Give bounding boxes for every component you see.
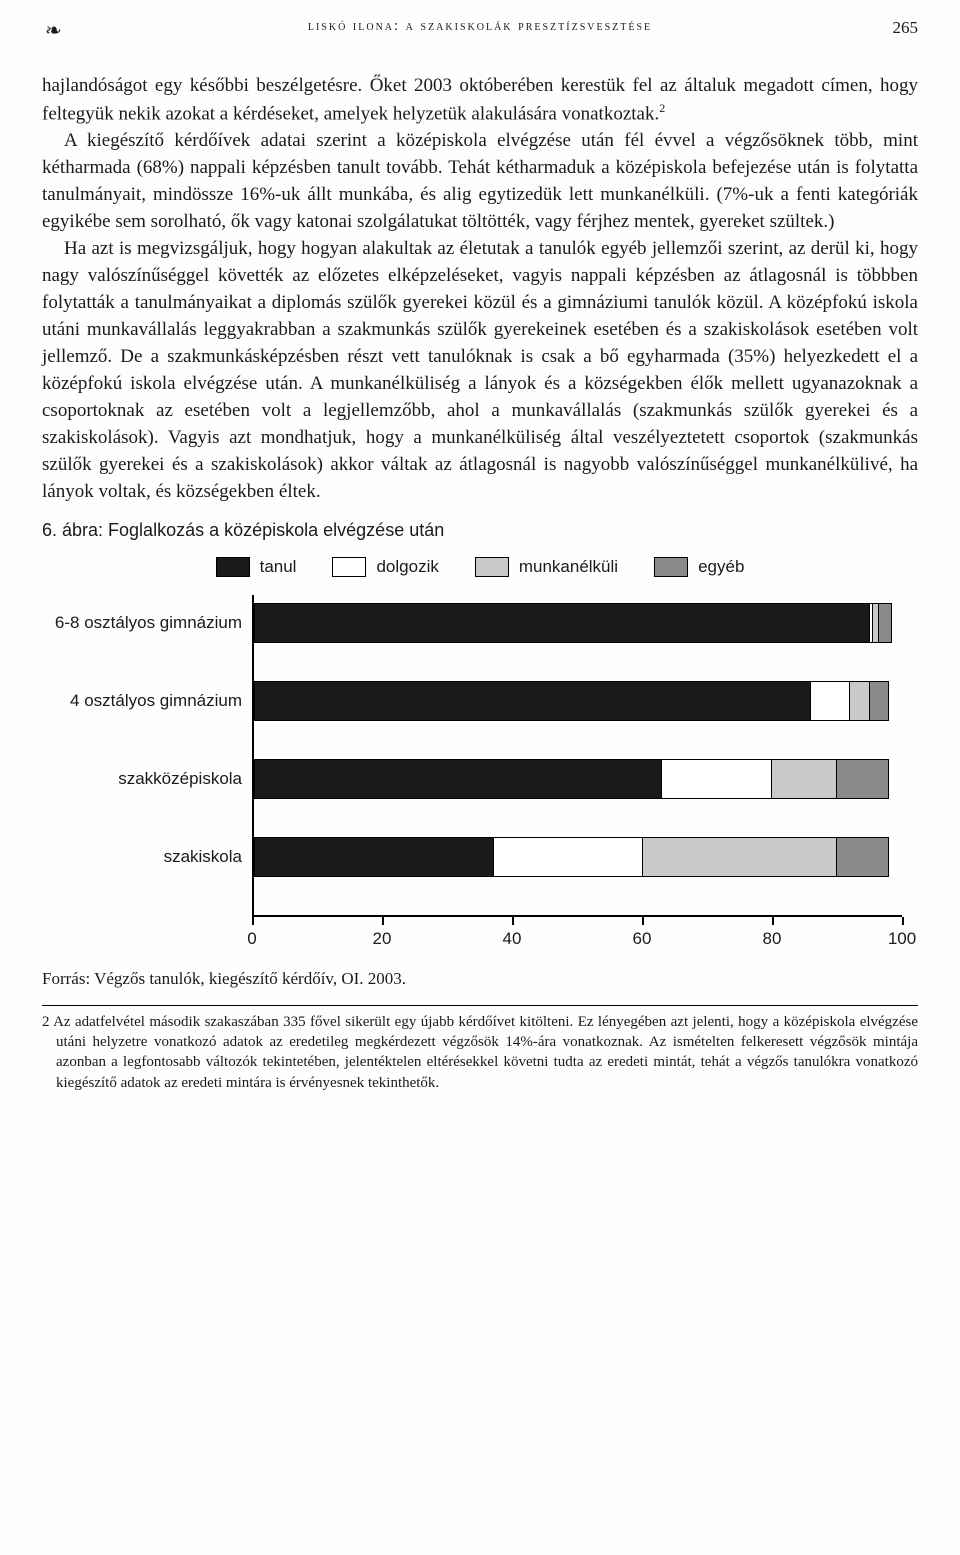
footnote-marker: 2 [42, 1014, 50, 1030]
footnote-2: 2 Az adatfelvétel második szakaszában 33… [42, 1012, 918, 1093]
legend-label-munkanelkuli: munkanélküli [519, 557, 618, 577]
x-axis: 020406080100 [252, 917, 902, 957]
legend-swatch-dolgozik [332, 557, 366, 577]
bar-segment-tanul [254, 603, 870, 643]
paragraph-3: Ha azt is megvizsgáljuk, hogy hogyan ala… [42, 236, 918, 506]
x-tick-label: 60 [633, 929, 652, 949]
bar-segment-tanul [254, 837, 494, 877]
running-head: liskó ilona: a szakiskolák presztízsvesz… [42, 18, 918, 35]
bar-segment-munkanelkuli [643, 837, 837, 877]
x-tick-label: 80 [763, 929, 782, 949]
x-tick [902, 917, 904, 925]
bar-row [254, 837, 902, 877]
body-text: hajlandóságot egy későbbi beszélgetésre.… [42, 73, 918, 506]
bar-segment-tanul [254, 681, 811, 721]
bar-label: 4 osztályos gimnázium [42, 691, 242, 711]
bar-segment-dolgozik [811, 681, 850, 721]
chart-plot-area [252, 595, 902, 917]
running-head-text: liskó ilona: a szakiskolák presztízsvesz… [308, 18, 652, 34]
x-tick-label: 100 [888, 929, 916, 949]
bar-segment-tanul [254, 759, 662, 799]
legend-item-dolgozik: dolgozik [332, 557, 438, 577]
bar-segment-egyeb [879, 603, 892, 643]
x-tick-label: 40 [503, 929, 522, 949]
bar-segment-egyeb [837, 759, 889, 799]
legend-item-tanul: tanul [216, 557, 297, 577]
bar-row [254, 759, 902, 799]
paragraph-1: hajlandóságot egy későbbi beszélgetésre.… [42, 73, 918, 128]
bar-chart: 0 20 40 60 80 100 6-8 osztályos gimnázium 4 os… [42, 595, 918, 965]
paragraph-2: A kiegészítő kérdőívek adatai szerint a … [42, 128, 918, 236]
footnote-rule [42, 1005, 918, 1006]
bar-segment-egyeb [837, 837, 889, 877]
page-number: 265 [893, 18, 919, 38]
bar-segment-egyeb [870, 681, 889, 721]
bar-label: szakiskola [42, 847, 242, 867]
legend-item-munkanelkuli: munkanélküli [475, 557, 618, 577]
bar-row [254, 603, 902, 643]
bar-label: szakközépiskola [42, 769, 242, 789]
legend-item-egyeb: egyéb [654, 557, 744, 577]
legend-label-egyeb: egyéb [698, 557, 744, 577]
bar-segment-munkanelkuli [850, 681, 869, 721]
bar-label: 6-8 osztályos gimnázium [42, 613, 242, 633]
x-tick-label: 0 [247, 929, 256, 949]
legend-swatch-egyeb [654, 557, 688, 577]
x-tick [512, 917, 514, 925]
legend-swatch-munkanelkuli [475, 557, 509, 577]
bar-segment-dolgozik [662, 759, 772, 799]
bar-segment-munkanelkuli [772, 759, 837, 799]
x-tick [772, 917, 774, 925]
footnote-ref-2: 2 [659, 101, 665, 115]
legend-swatch-tanul [216, 557, 250, 577]
chart-legend: tanul dolgozik munkanélküli egyéb [42, 557, 918, 577]
legend-label-dolgozik: dolgozik [376, 557, 438, 577]
bar-segment-dolgozik [494, 837, 643, 877]
figure-source: Forrás: Végzős tanulók, kiegészítő kérdő… [42, 969, 918, 989]
x-tick [642, 917, 644, 925]
x-tick [382, 917, 384, 925]
footnote-text: Az adatfelvétel második szakaszában 335 … [53, 1014, 918, 1091]
x-tick [252, 917, 254, 925]
bar-row [254, 681, 902, 721]
figure-title: 6. ábra: Foglalkozás a középiskola elvég… [42, 520, 918, 541]
x-tick-label: 20 [373, 929, 392, 949]
legend-label-tanul: tanul [260, 557, 297, 577]
